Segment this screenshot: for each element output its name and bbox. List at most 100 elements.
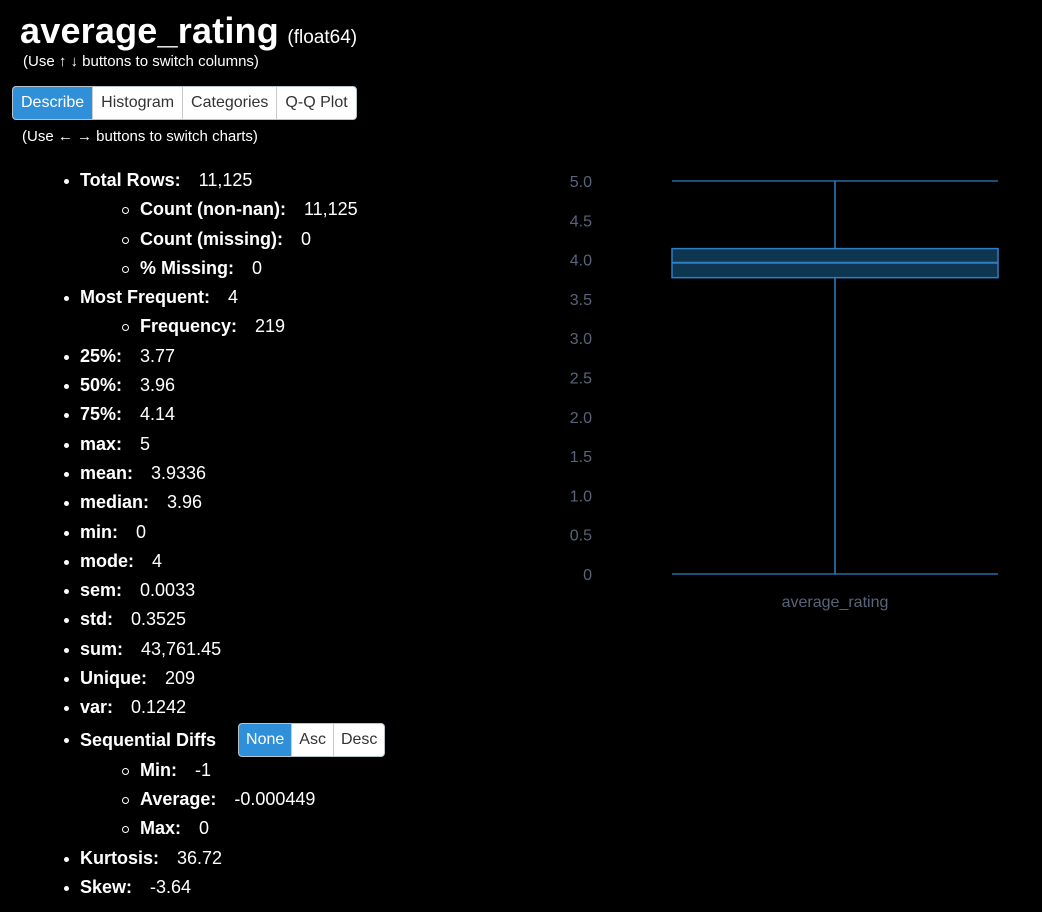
- stat-label: Most Frequent:: [80, 287, 210, 308]
- stat-mean: mean: 3.9336: [62, 459, 385, 488]
- stat-label: median:: [80, 492, 150, 513]
- diff-asc-button[interactable]: Asc: [291, 723, 333, 756]
- stat-p50: 50%: 3.96: [62, 371, 385, 400]
- stat-value: 0.0033: [140, 580, 196, 601]
- stat-value: 36.72: [177, 847, 223, 868]
- column-switch-hint: (Use ↑ ↓ buttons to switch columns): [23, 53, 259, 70]
- stat-label: max:: [80, 433, 123, 454]
- stat-value: 3.96: [140, 375, 176, 396]
- stat-value: 11,125: [198, 170, 253, 190]
- stat-median: median: 3.96: [62, 488, 385, 517]
- tab-qq-plot[interactable]: Q-Q Plot: [276, 87, 355, 119]
- y-tick-label: 2.5: [570, 371, 592, 388]
- stat-diff-max: Max: 0: [62, 814, 385, 843]
- tab-describe[interactable]: Describe: [13, 87, 93, 119]
- stat-label: mean:: [80, 462, 134, 483]
- column-name: average_rating: [20, 10, 279, 51]
- stat-label: Kurtosis:: [80, 847, 160, 868]
- y-tick-label: 1.0: [570, 488, 592, 505]
- stat-label: Skew:: [80, 876, 133, 897]
- stat-sem: sem: 0.0033: [62, 576, 385, 605]
- x-category-label: average_rating: [782, 594, 889, 611]
- stat-std: std: 0.3525: [62, 605, 385, 634]
- y-tick-label: 0: [583, 567, 592, 584]
- stat-label: Average:: [140, 788, 217, 809]
- stat-value: 0: [300, 228, 311, 249]
- stat-p75: 75%: 4.14: [62, 400, 385, 429]
- tab-categories[interactable]: Categories: [182, 87, 276, 119]
- stat-count-missing: Count (missing): 0: [62, 225, 385, 254]
- stat-label: Min:: [140, 759, 177, 780]
- stat-label: % Missing:: [140, 257, 235, 278]
- y-tick-label: 4.5: [570, 213, 592, 230]
- stat-value: -1: [194, 759, 211, 780]
- stat-label: 50%:: [80, 375, 123, 396]
- stat-unique: Unique: 209: [62, 664, 385, 693]
- stat-value: 0: [136, 521, 147, 542]
- stat-value: 0: [252, 257, 263, 278]
- stat-pct-missing: % Missing: 0: [62, 254, 385, 283]
- stat-value: 0.3525: [131, 609, 187, 630]
- stat-label: Frequency:: [140, 316, 238, 337]
- y-tick-label: 0.5: [570, 528, 592, 545]
- stat-value: 0: [199, 818, 210, 839]
- stat-value: 0.1242: [131, 697, 187, 718]
- y-tick-label: 5.0: [570, 174, 592, 191]
- stat-max: max: 5: [62, 430, 385, 459]
- column-dtype: (float64): [287, 27, 358, 48]
- stat-value: 43,761.45: [141, 638, 222, 659]
- stat-skew: Skew: -3.64: [62, 873, 385, 902]
- stat-label: Count (non-nan):: [140, 199, 286, 220]
- stat-var: var: 0.1242: [62, 693, 385, 722]
- y-tick-label: 3.0: [570, 331, 592, 348]
- stats-list: Total Rows: 11,125 Count (non-nan): 11,1…: [62, 166, 386, 902]
- stat-label: Unique:: [80, 668, 147, 689]
- stat-value: -3.64: [150, 876, 192, 897]
- stat-diff-min: Min: -1: [62, 756, 385, 785]
- stat-value: 11,125: [303, 199, 358, 220]
- stat-most-frequent: Most Frequent: 4: [62, 283, 385, 312]
- stat-value: 4.14: [140, 404, 176, 425]
- diff-desc-button[interactable]: Desc: [332, 723, 384, 756]
- stat-value: 219: [255, 316, 286, 337]
- y-tick-label: 1.5: [570, 449, 592, 466]
- stat-sum: sum: 43,761.45: [62, 635, 385, 664]
- stat-label: sem:: [80, 580, 123, 601]
- stat-label: Max:: [140, 818, 182, 839]
- stat-label: 25%:: [80, 345, 123, 366]
- stat-frequency: Frequency: 219: [62, 312, 385, 341]
- sequential-diff-sort-buttons: None Asc Desc: [238, 722, 386, 757]
- tab-histogram[interactable]: Histogram: [92, 87, 182, 119]
- stat-value: 3.77: [140, 345, 176, 366]
- stat-value: 4: [152, 550, 163, 571]
- stat-label: mode:: [80, 550, 134, 571]
- stat-value: 3.96: [167, 492, 203, 513]
- stat-value: -0.000449: [234, 788, 316, 809]
- stat-min: min: 0: [62, 518, 385, 547]
- chart-switch-hint: (Use ← → buttons to switch charts): [22, 128, 258, 145]
- stat-mode: mode: 4: [62, 547, 385, 576]
- stat-label: Count (missing):: [140, 228, 283, 249]
- stat-kurtosis: Kurtosis: 36.72: [62, 844, 385, 873]
- y-tick-label: 4.0: [570, 253, 592, 270]
- stat-count-nonnan: Count (non-nan): 11,125: [62, 195, 385, 224]
- stat-p25: 25%: 3.77: [62, 342, 385, 371]
- stat-value: 4: [228, 287, 239, 308]
- column-title: average_rating (float64): [20, 10, 357, 52]
- stat-label: Total Rows:: [80, 170, 181, 190]
- stat-diff-average: Average: -0.000449: [62, 785, 385, 814]
- stat-value: 3.9336: [151, 462, 207, 483]
- stat-total-rows: Total Rows: 11,125: [62, 166, 385, 195]
- stat-label: Sequential Diffs: [80, 729, 217, 750]
- stat-value: 209: [165, 668, 196, 689]
- box-plot-chart: 0 0.5 1.0 1.5 2.0 2.5 3.0 3.5 4.0 4.5 5.0 average_r…: [570, 174, 999, 611]
- y-tick-label: 3.5: [570, 292, 592, 309]
- stat-label: min:: [80, 521, 118, 542]
- stat-label: sum:: [80, 638, 124, 659]
- chart-tabs: Describe Histogram Categories Q-Q Plot: [12, 86, 357, 120]
- stat-label: 75%:: [80, 404, 123, 425]
- stat-value: 5: [140, 433, 151, 454]
- stat-sequential-diffs: Sequential Diffs None Asc Desc: [62, 722, 386, 757]
- y-tick-label: 2.0: [570, 410, 592, 427]
- diff-none-button[interactable]: None: [239, 723, 292, 756]
